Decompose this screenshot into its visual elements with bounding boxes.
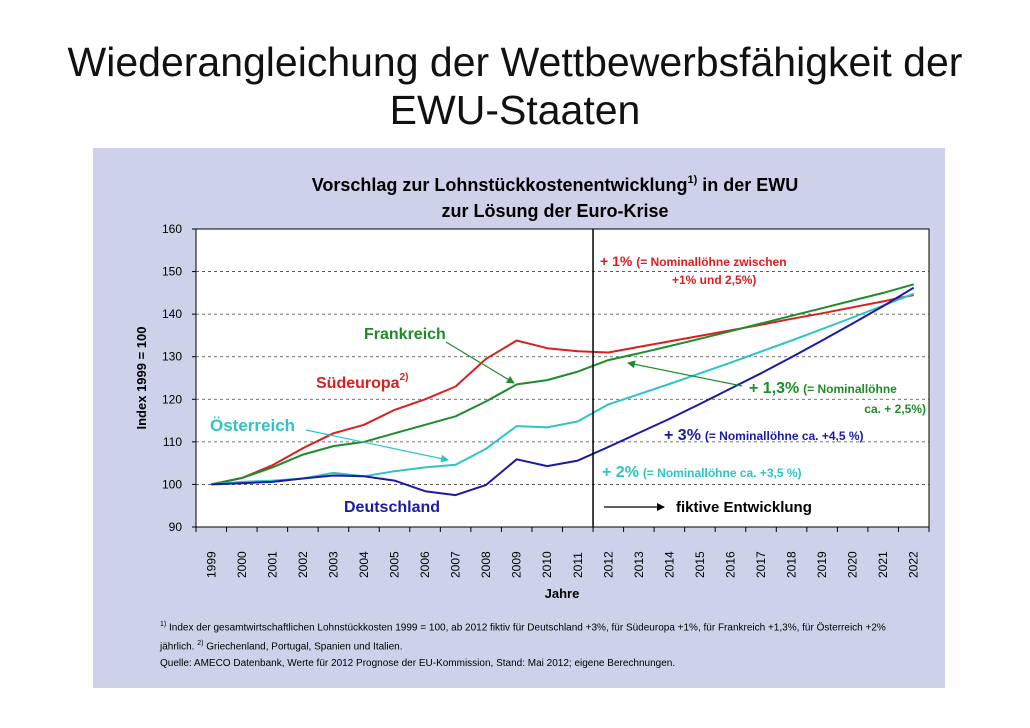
x-tick-label-2010: 2010 bbox=[540, 551, 554, 578]
label-suedeuropa-sup: 2) bbox=[400, 372, 409, 383]
x-tick-label-2003: 2003 bbox=[326, 551, 340, 578]
annotation-plus13: + 1,3% (= Nominallöhne bbox=[749, 380, 897, 397]
footnote-1-cont-line: jährlich. 2) Griechenland, Portugal, Spa… bbox=[160, 636, 950, 655]
annotation-plus1-main: + 1% bbox=[600, 253, 633, 269]
x-tick-label-2017: 2017 bbox=[754, 551, 768, 578]
series-lines bbox=[211, 283, 915, 497]
series-line-frankreich bbox=[211, 283, 914, 486]
x-tick-label-2016: 2016 bbox=[723, 551, 737, 578]
annotation-plus2: + 2% (= Nominallöhne ca. +3,5 %) bbox=[602, 464, 802, 481]
x-tick-label-2018: 2018 bbox=[785, 551, 799, 578]
arrow-plus13 bbox=[627, 360, 743, 387]
series-line-deutschland bbox=[211, 286, 915, 497]
series-line-suedeuropa bbox=[211, 294, 914, 486]
annotation-plus1-note2: +1% und 2,5%) bbox=[672, 273, 756, 287]
footnotes: 1) Index der gesamtwirtschaftlichen Lohn… bbox=[160, 617, 950, 672]
chart-title-end: in der EWU bbox=[697, 175, 798, 195]
y-axis-label: Index 1999 = 100 bbox=[134, 327, 149, 430]
x-tick-label-1999: 1999 bbox=[204, 551, 218, 578]
x-tick-label-2004: 2004 bbox=[357, 551, 371, 578]
lohnstueckkosten-chart: Vorschlag zur Lohnstückkostenentwicklung… bbox=[134, 174, 930, 601]
annotation-plus2-main: + 2% bbox=[602, 464, 639, 481]
y-tick-label-130: 130 bbox=[162, 350, 182, 364]
x-tick-label-2022: 2022 bbox=[907, 551, 921, 578]
plot-area bbox=[195, 228, 930, 528]
x-tick-label-2020: 2020 bbox=[846, 551, 860, 578]
source-note: Quelle: AMECO Datenbank, Werte für 2012 … bbox=[160, 657, 676, 669]
footnote-1-text: Index der gesamtwirtschaftlichen Lohnstü… bbox=[166, 622, 886, 634]
y-tick-label-90: 90 bbox=[169, 520, 183, 534]
annotation-plus13-note: (= Nominallöhne bbox=[803, 382, 897, 396]
y-tick-label-160: 160 bbox=[162, 222, 182, 236]
y-tick-label-140: 140 bbox=[162, 307, 182, 321]
footnote-1-mark: 1) bbox=[160, 621, 167, 628]
x-tick-label-2011: 2011 bbox=[571, 552, 585, 578]
x-tick-label-2013: 2013 bbox=[632, 551, 646, 578]
x-axis-label: Jahre bbox=[545, 586, 580, 601]
annotation-plus2-note: (= Nominallöhne ca. +3,5 %) bbox=[643, 466, 802, 480]
x-tick-label-2005: 2005 bbox=[388, 551, 402, 578]
annotation-plus3-main: + 3% bbox=[664, 427, 701, 444]
x-tick-label-2012: 2012 bbox=[601, 551, 615, 578]
x-tick-label-2009: 2009 bbox=[510, 551, 524, 578]
y-tick-label-120: 120 bbox=[162, 392, 182, 406]
arrow-oesterreich bbox=[305, 429, 449, 463]
x-tick-label-2002: 2002 bbox=[296, 551, 310, 578]
label-suedeuropa-text: Südeuropa bbox=[316, 375, 400, 392]
footnote-2-text: Griechenland, Portugal, Spanien und Ital… bbox=[203, 641, 403, 653]
x-tick-labels: 1999 2000 2001 2002 2003 2004 2005 2006 2007 2008… bbox=[195, 527, 930, 578]
x-tick-label-2019: 2019 bbox=[815, 551, 829, 578]
chart-title-line2: zur Lösung der Euro-Krise bbox=[441, 201, 668, 221]
slide-title-line2: EWU-Staaten bbox=[389, 87, 641, 133]
arrow-frankreich bbox=[445, 341, 515, 384]
series-line-oesterreich bbox=[211, 292, 915, 486]
annotation-fiktiv: fiktive Entwicklung bbox=[676, 499, 812, 516]
chart-title-line1: Vorschlag zur Lohnstückkostenentwicklung… bbox=[312, 174, 799, 195]
chart-title-sup: 1) bbox=[687, 174, 697, 186]
x-tick-label-2015: 2015 bbox=[693, 551, 707, 578]
y-tick-label-150: 150 bbox=[162, 265, 182, 279]
footnote-1-cont: jährlich. bbox=[160, 641, 198, 653]
annotation-plus3-note: (= Nominallöhne ca. +4,5 %) bbox=[705, 429, 864, 443]
x-tick-label-2007: 2007 bbox=[449, 551, 463, 578]
x-tick-label-2006: 2006 bbox=[418, 551, 432, 578]
annotation-plus13-main: + 1,3% bbox=[749, 380, 799, 397]
label-suedeuropa: Südeuropa2) bbox=[316, 372, 408, 392]
annotation-plus1: + 1% (= Nominallöhne zwischen bbox=[600, 253, 787, 269]
y-tick-label-100: 100 bbox=[162, 477, 182, 491]
x-tick-label-2000: 2000 bbox=[235, 551, 249, 578]
chart-panel: Vorschlag zur Lohnstückkostenentwicklung… bbox=[93, 148, 945, 688]
x-tick-label-2021: 2021 bbox=[876, 551, 890, 578]
grid-lines bbox=[196, 271, 929, 485]
annotation-plus3: + 3% (= Nominallöhne ca. +4,5 %) bbox=[664, 427, 864, 444]
y-tick-labels: 90 100 110 120 130 140 150 160 bbox=[162, 222, 196, 534]
label-deutschland: Deutschland bbox=[344, 499, 440, 516]
x-tick-label-2001: 2001 bbox=[265, 551, 279, 578]
chart-title-main: Vorschlag zur Lohnstückkostenentwicklung bbox=[312, 175, 688, 195]
slide-title-line1: Wiederangleichung der Wettbewerbsfähigke… bbox=[67, 39, 963, 85]
footnote-2-mark: 2) bbox=[197, 640, 204, 648]
label-oesterreich: Österreich bbox=[210, 416, 295, 435]
x-tick-label-2008: 2008 bbox=[479, 551, 493, 578]
slide-title: Wiederangleichung der Wettbewerbsfähigke… bbox=[40, 38, 990, 134]
label-frankreich: Frankreich bbox=[364, 326, 446, 343]
y-tick-label-110: 110 bbox=[163, 435, 182, 449]
x-tick-label-2014: 2014 bbox=[662, 551, 676, 578]
annotation-plus1-note: (= Nominallöhne zwischen bbox=[636, 255, 786, 269]
footnote-1: 1) Index der gesamtwirtschaftlichen Lohn… bbox=[160, 617, 950, 636]
annotation-plus13-note2: ca. + 2,5%) bbox=[864, 402, 926, 416]
